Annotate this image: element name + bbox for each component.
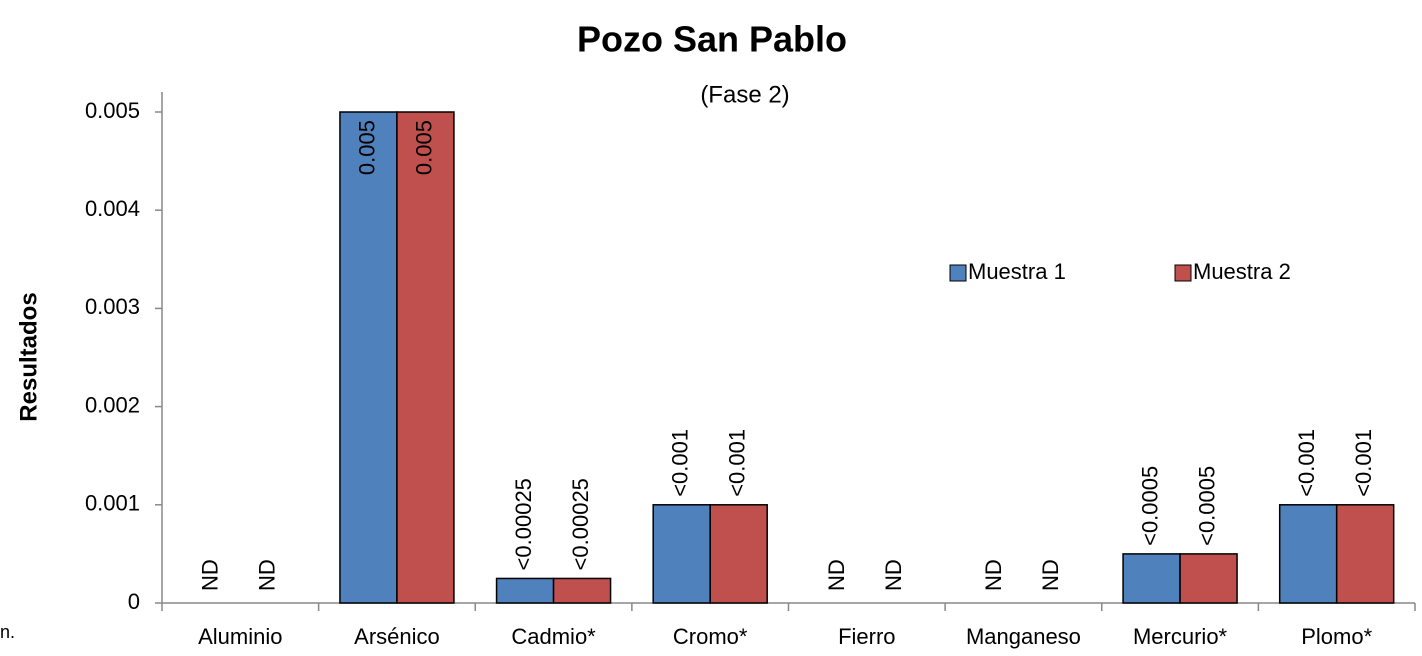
legend-label: Muestra 1	[968, 259, 1066, 284]
value-label: ND	[981, 559, 1006, 591]
bar	[710, 505, 767, 603]
bar	[397, 112, 454, 603]
value-label: <0.0005	[1194, 466, 1219, 546]
x-tick-label: Fierro	[838, 624, 895, 649]
x-tick-label: Manganeso	[966, 624, 1081, 649]
x-tick-label: Aluminio	[198, 624, 282, 649]
y-axis-label: Resultados	[15, 292, 42, 421]
value-label: <0.00025	[511, 478, 536, 570]
value-label: ND	[255, 559, 280, 591]
y-tick-label: 0	[128, 589, 140, 614]
y-tick-label: 0.004	[85, 196, 140, 221]
legend-swatch	[950, 265, 966, 281]
value-label: <0.001	[1351, 429, 1376, 497]
legend-swatch	[1175, 265, 1191, 281]
chart: Pozo San Pablo (Fase 2) Resultados n. 0 0…	[0, 0, 1422, 656]
chart-title: Pozo San Pablo	[577, 19, 847, 60]
value-label: ND	[824, 559, 849, 591]
bar	[1180, 554, 1237, 603]
value-label: <0.001	[1294, 429, 1319, 497]
bar	[554, 578, 611, 603]
value-label: ND	[881, 559, 906, 591]
bar	[340, 112, 397, 603]
bar	[497, 578, 554, 603]
value-label: ND	[198, 559, 223, 591]
side-text: n.	[0, 622, 15, 642]
legend-label: Muestra 2	[1193, 259, 1291, 284]
y-tick-label: 0.002	[85, 392, 140, 417]
value-label: <0.00025	[568, 478, 593, 570]
bar	[1337, 505, 1394, 603]
value-label: <0.001	[725, 429, 750, 497]
y-tick-label: 0.001	[85, 491, 140, 516]
value-label: 0.005	[411, 120, 436, 175]
x-tick-label: Arsénico	[354, 624, 440, 649]
y-tick-label: 0.005	[85, 98, 140, 123]
value-label: <0.001	[668, 429, 693, 497]
x-tick-label: Cadmio*	[511, 624, 596, 649]
x-tick-label: Cromo*	[673, 624, 748, 649]
bar	[653, 505, 710, 603]
value-label: ND	[1038, 559, 1063, 591]
bar	[1280, 505, 1337, 603]
bar	[1123, 554, 1180, 603]
chart-subtitle: (Fase 2)	[700, 81, 789, 108]
value-label: <0.0005	[1137, 466, 1162, 546]
value-label: 0.005	[354, 120, 379, 175]
x-tick-label: Plomo*	[1301, 624, 1372, 649]
y-tick-label: 0.003	[85, 294, 140, 319]
x-tick-label: Mercurio*	[1133, 624, 1228, 649]
